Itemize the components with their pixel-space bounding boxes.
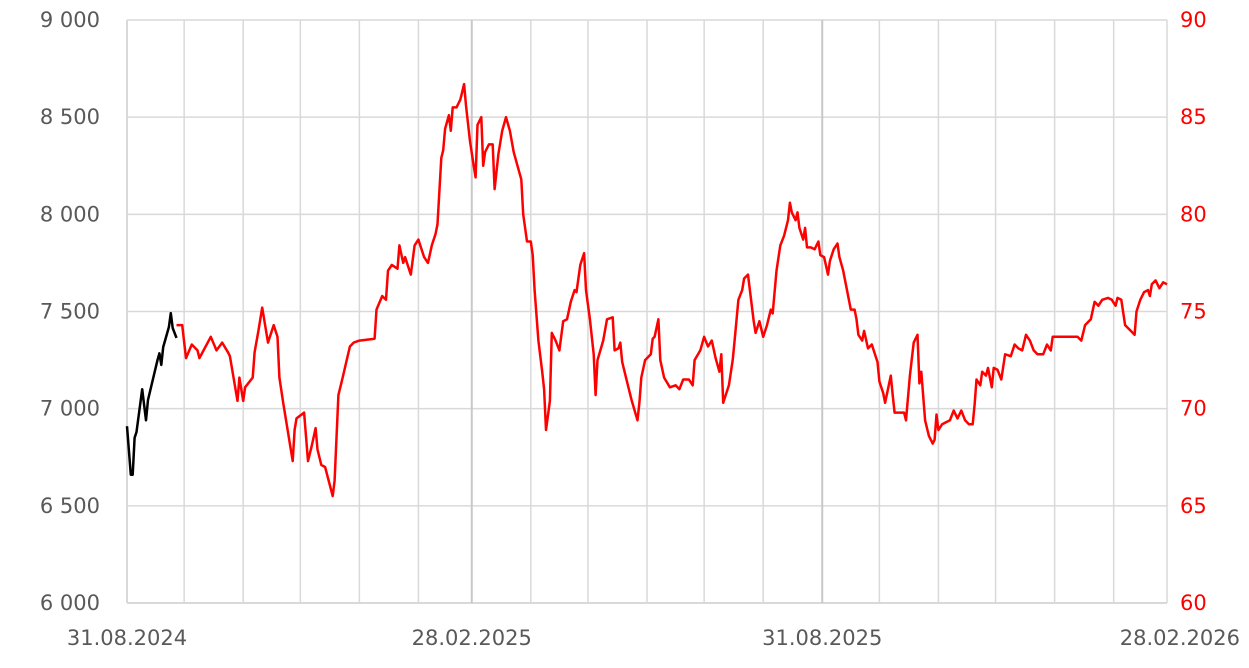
- gridlines: [126, 19, 1168, 604]
- y-right-tick-label: 65: [1180, 494, 1207, 518]
- y-right-tick-label: 80: [1180, 202, 1207, 226]
- y-right-tick-label: 85: [1180, 105, 1207, 129]
- x-tick-label: 31.08.2024: [67, 626, 187, 650]
- y-right-tick-label: 75: [1180, 300, 1207, 324]
- y-left-tick-label: 8 500: [40, 105, 100, 129]
- y-right-tick-label: 70: [1180, 397, 1207, 421]
- x-tick-label: 28.02.2025: [412, 626, 532, 650]
- right-axis-series-line: [176, 82, 1168, 498]
- y-left-tick-label: 9 000: [40, 8, 100, 32]
- x-tick-label: 31.08.2025: [762, 626, 882, 650]
- axis-labels: 6 000 6 500 7 000 7 500 8 000 8 500 9 000 60 65 7…: [40, 8, 1240, 650]
- series-lines: [125, 82, 1168, 498]
- x-tick-label: 28.02.2026: [1120, 626, 1240, 650]
- y-right-tick-label: 60: [1180, 591, 1207, 615]
- y-left-tick-label: 7 500: [40, 300, 100, 324]
- y-left-tick-label: 6 500: [40, 494, 100, 518]
- y-right-tick-label: 90: [1180, 8, 1207, 32]
- y-left-tick-label: 7 000: [40, 397, 100, 421]
- y-left-tick-label: 8 000: [40, 202, 100, 226]
- y-left-tick-label: 6 000: [40, 591, 100, 615]
- left-axis-series-line: [125, 311, 178, 476]
